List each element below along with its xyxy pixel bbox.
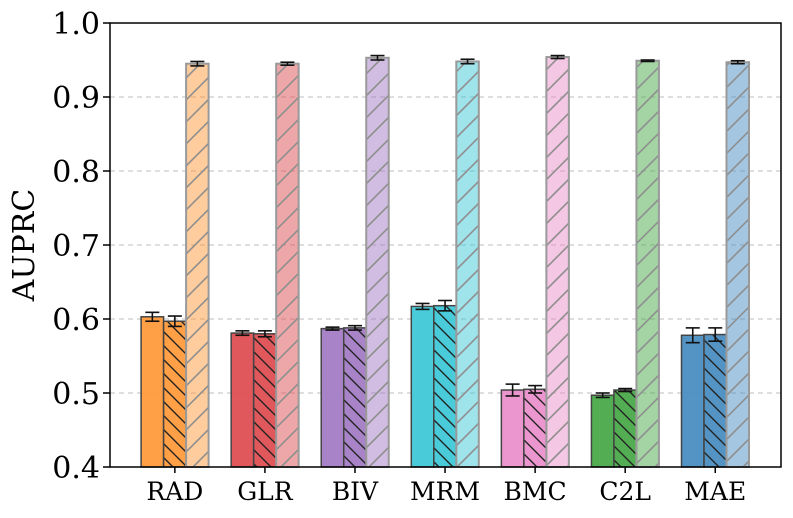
bar-hatch [636, 60, 659, 468]
x-tick-label-rad: RAD [146, 477, 203, 506]
x-tick-label-c2l: C2L [599, 477, 651, 506]
x-tick-label-glr: GLR [237, 477, 294, 506]
bar-rad-series-1 [141, 316, 164, 467]
bar-bmc-series-1 [501, 390, 524, 467]
bar-c2l-series-1 [591, 395, 614, 467]
bar-hatch [343, 327, 367, 467]
y-tick-label: 0.8 [52, 155, 100, 190]
y-tick-label: 0.4 [52, 451, 100, 486]
bar-hatch [163, 321, 187, 467]
x-axis-ticks: RAD GLR BIV MRM BMC C2L MAE [146, 467, 746, 506]
bar-mae-series-1 [681, 335, 705, 467]
x-tick-label-biv: BIV [332, 477, 379, 506]
y-axis-label: AUPRC [7, 189, 42, 303]
y-tick-label: 0.9 [52, 81, 100, 116]
bar-hatch [704, 334, 727, 467]
y-axis-ticks: 0.4 0.5 0.6 0.7 0.8 0.9 1.0 [52, 7, 110, 486]
bar-mrm-series-1 [411, 306, 434, 467]
grid-lines [110, 96, 781, 394]
x-tick-label-bmc: BMC [504, 477, 567, 506]
error-bars [145, 54, 745, 399]
y-tick-label: 0.7 [52, 229, 100, 264]
bar-biv-series-1 [321, 328, 344, 467]
bar-hatch [433, 305, 457, 467]
bar-hatch [366, 57, 389, 467]
x-tick-label-mae: MAE [684, 477, 746, 506]
y-tick-label: 1.0 [52, 7, 100, 42]
bars [140, 56, 751, 469]
bar-hatch [726, 62, 750, 467]
bar-hatch [613, 390, 637, 467]
y-tick-label: 0.6 [52, 303, 100, 338]
bar-hatch [253, 333, 277, 467]
bar-hatch [456, 61, 479, 467]
y-tick-label: 0.5 [52, 377, 100, 412]
x-tick-label-mrm: MRM [410, 477, 480, 506]
bar-hatch [546, 57, 569, 467]
bar-glr-series-1 [231, 333, 254, 467]
bar-hatch [276, 63, 299, 467]
bar-hatch [523, 389, 547, 467]
bar-hatch [186, 63, 209, 467]
